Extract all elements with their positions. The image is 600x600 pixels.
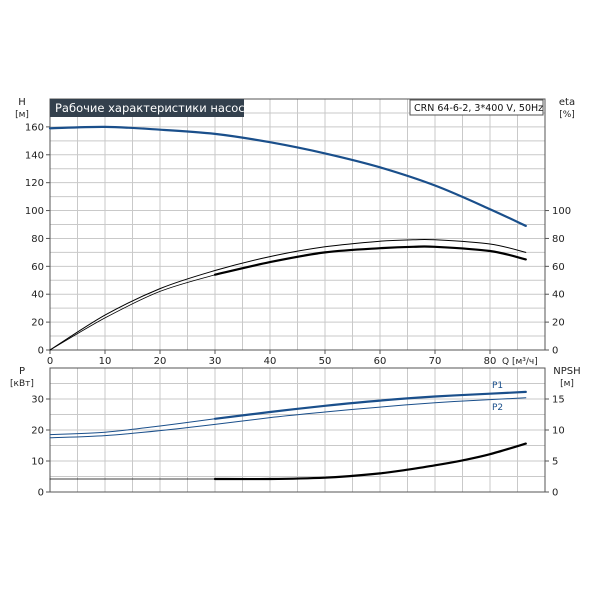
upper-x-tick-label: 0 xyxy=(47,356,53,367)
chart-title: Рабочие характеристики насоса xyxy=(55,101,252,115)
upper-right-tick-label: 20 xyxy=(552,318,565,329)
lower-left-tick-label: 10 xyxy=(31,457,44,468)
lower-left-tick-label: 20 xyxy=(31,426,44,437)
upper-left-tick-label: 60 xyxy=(31,262,44,273)
lower-series-line-4 xyxy=(213,442,527,481)
upper-left-tick-label: 40 xyxy=(31,290,44,301)
upper-x-tick-label: 50 xyxy=(319,356,332,367)
lower-left-tick-label: 30 xyxy=(31,395,44,406)
lower-right-tick-label: 5 xyxy=(552,457,558,468)
upper-x-tick-label: 30 xyxy=(209,356,222,367)
lower-series-label-p1: P1 xyxy=(492,381,503,391)
lower-series-line-1 xyxy=(213,390,527,420)
lower-left-axis-unit: [кВт] xyxy=(10,379,34,389)
upper-plot-frame xyxy=(49,98,546,351)
lower-right-axis-unit: [м] xyxy=(560,379,574,389)
upper-left-axis-label: H xyxy=(18,97,26,108)
upper-left-tick-label: 20 xyxy=(31,318,44,329)
upper-left-tick-label: 120 xyxy=(25,178,44,189)
lower-right-tick-label: 10 xyxy=(552,426,565,437)
upper-x-axis-label: Q [м³/ч] xyxy=(502,357,538,367)
model-label: CRN 64-6-2, 3*400 V, 50Hz xyxy=(414,103,543,114)
upper-right-tick-label: 60 xyxy=(552,262,565,273)
upper-right-tick-label: 80 xyxy=(552,234,565,245)
lower-right-tick-label: 15 xyxy=(552,395,565,406)
upper-series-line-1 xyxy=(49,238,527,351)
upper-left-axis-unit: [м] xyxy=(15,110,29,120)
upper-chart: 0 20 40 60 80 100 120 140 160 0 20 40 60 80 100 0 10 20 30… xyxy=(15,97,575,367)
lower-right-axis-label: NPSH xyxy=(553,366,580,377)
upper-series-line-0 xyxy=(48,125,527,227)
lower-left-axis-label: P xyxy=(19,366,25,377)
upper-x-tick-label: 10 xyxy=(99,356,112,367)
lower-series-line-2 xyxy=(49,397,527,439)
lower-series-label-p2: P2 xyxy=(492,403,503,413)
lower-series-line-0 xyxy=(49,418,216,436)
upper-left-tick-label: 160 xyxy=(25,122,44,133)
lower-left-tick-label: 0 xyxy=(38,488,44,499)
upper-x-tick-label: 60 xyxy=(374,356,387,367)
upper-left-tick-label: 140 xyxy=(25,150,44,161)
model-box xyxy=(409,99,544,116)
chart-title-box xyxy=(50,99,244,117)
upper-x-tick-label: 40 xyxy=(264,356,277,367)
upper-left-tick-label: 100 xyxy=(25,206,44,217)
upper-right-axis-unit: [%] xyxy=(559,110,575,120)
upper-left-tick-label: 80 xyxy=(31,234,44,245)
upper-right-tick-label: 40 xyxy=(552,290,565,301)
lower-right-tick-label: 0 xyxy=(552,488,558,499)
lower-chart: 0 10 20 30 0 5 10 15 P [кВт] NPSH [м] P1 P2 xyxy=(10,366,581,499)
upper-left-tick-label: 0 xyxy=(38,346,44,357)
upper-x-tick-label: 80 xyxy=(484,356,497,367)
upper-x-tick-label: 20 xyxy=(154,356,167,367)
upper-series-line-3 xyxy=(213,245,527,276)
upper-right-axis-label: eta xyxy=(559,97,575,108)
upper-right-tick-label: 100 xyxy=(552,206,571,217)
upper-series-line-2 xyxy=(49,274,216,351)
upper-x-tick-label: 70 xyxy=(429,356,442,367)
upper-right-tick-label: 0 xyxy=(552,346,558,357)
